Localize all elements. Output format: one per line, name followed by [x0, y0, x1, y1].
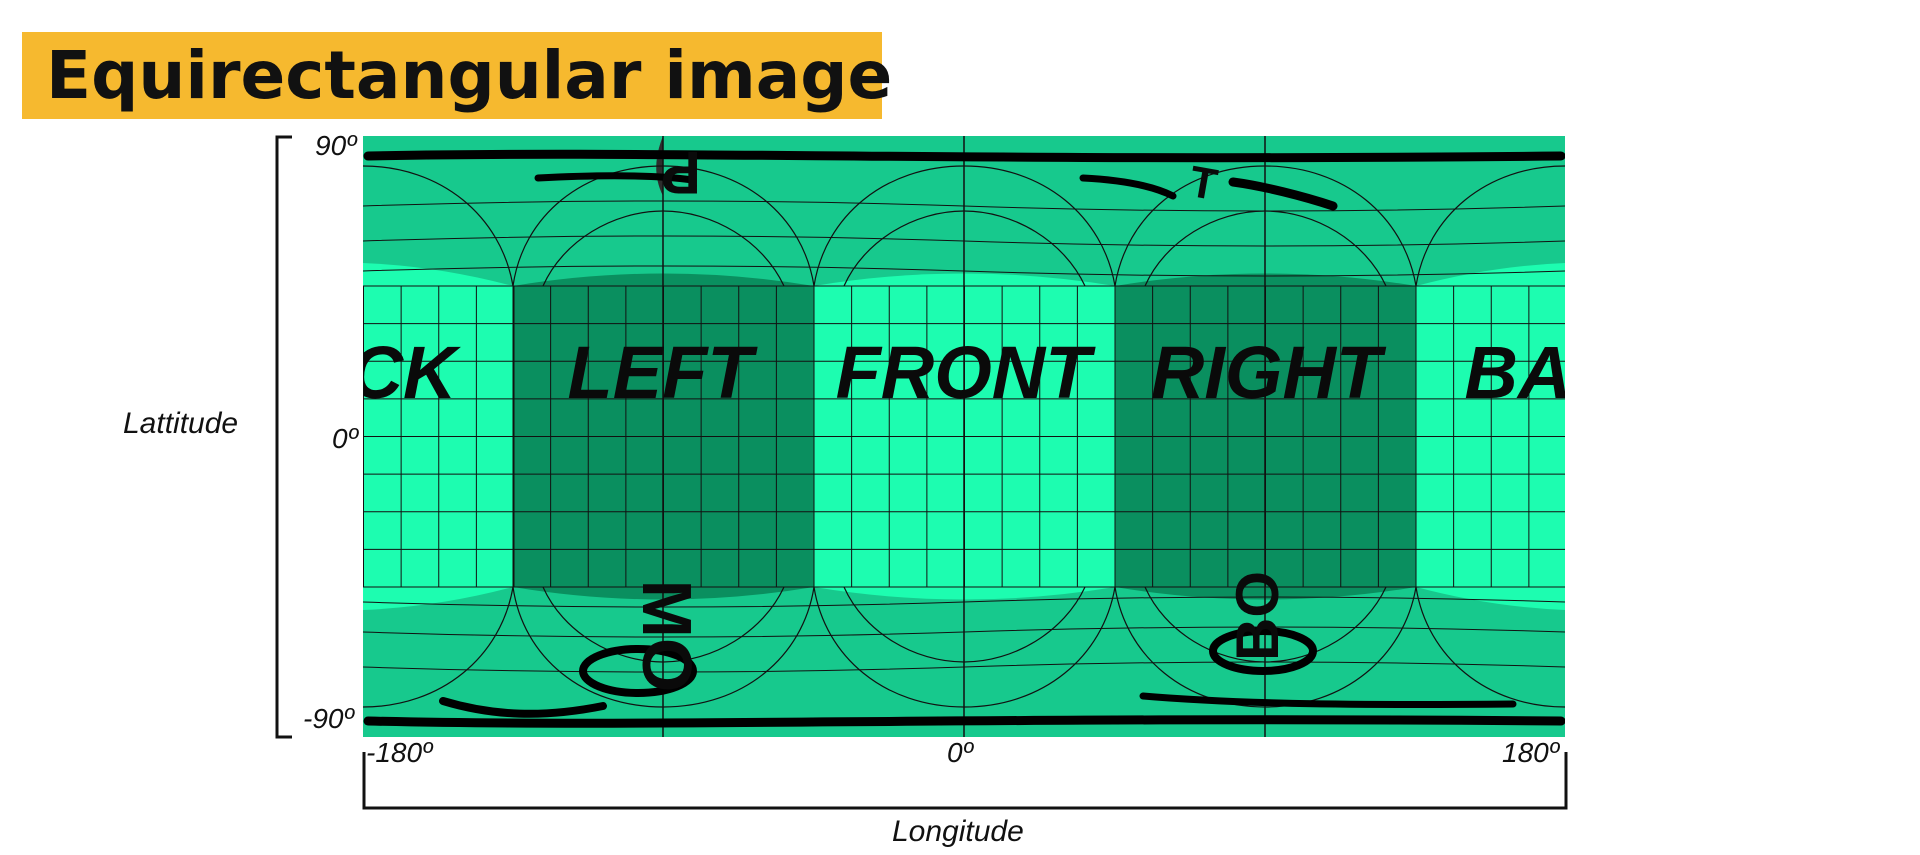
face-label-right: RIGHT	[1151, 331, 1387, 414]
face-label-left: LEFT	[568, 331, 759, 414]
bottom-label-right: BO	[1224, 571, 1291, 661]
lat-tick-90: 90º	[315, 130, 357, 161]
distorted-o-left	[579, 645, 697, 697]
longitude-bracket	[362, 752, 1568, 810]
face-labels: CK LEFT FRONT RIGHT BA	[363, 331, 1565, 414]
latitude-bracket	[275, 135, 292, 739]
top-label-left: P	[661, 139, 701, 206]
face-label-back-right: BA	[1465, 331, 1565, 414]
lon-tick-neg180: -180º	[366, 737, 433, 768]
distorted-letter-strokes	[363, 149, 1565, 728]
face-label-back-left: CK	[363, 331, 461, 414]
equirectangular-image: CK LEFT FRONT RIGHT BA P T MO BO	[363, 136, 1565, 737]
lon-tick-0: 0º	[947, 737, 973, 768]
longitude-title: Longitude	[892, 815, 1024, 848]
bottom-label-left: MO	[628, 580, 706, 693]
face-label-front: FRONT	[836, 331, 1097, 414]
lat-tick-neg90: -90º	[303, 703, 354, 734]
distorted-o-right	[1209, 627, 1317, 675]
latitude-title: Lattitude	[123, 407, 239, 440]
lon-tick-180: 180º	[1502, 737, 1559, 768]
lat-tick-0: 0º	[332, 423, 358, 454]
seam-lines	[662, 136, 1266, 737]
title-banner: Equirectangular image	[22, 32, 892, 119]
page-title: Equirectangular image	[46, 37, 893, 114]
